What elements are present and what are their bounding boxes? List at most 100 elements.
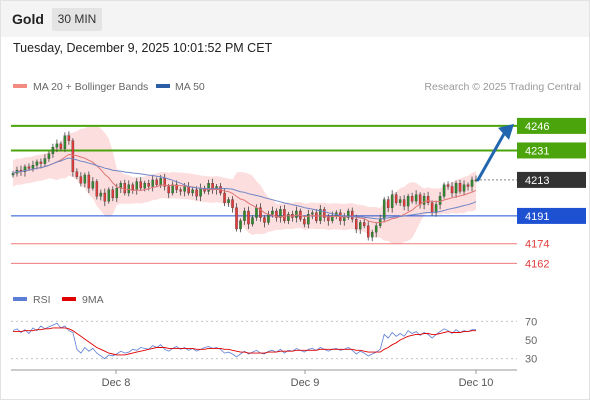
candle-body (231, 199, 234, 208)
ma50-line (12, 157, 477, 220)
candle (63, 132, 67, 153)
candle-body (287, 214, 290, 221)
candle (358, 220, 362, 234)
x-tick-label: Dec 9 (291, 377, 320, 389)
candle (323, 206, 326, 222)
candle (191, 187, 194, 197)
interval-button[interactable]: 30 MIN (52, 8, 102, 31)
candle (231, 196, 234, 213)
candle-body (79, 176, 83, 184)
candle (195, 186, 198, 201)
candle-body (295, 210, 298, 218)
candle-body (311, 212, 314, 215)
level-badge-4213 (517, 171, 586, 188)
candle-body (43, 158, 47, 164)
candle-body (394, 194, 398, 203)
candle-body (207, 183, 210, 192)
candle-body (446, 184, 450, 187)
candle (55, 139, 59, 153)
candle (203, 185, 206, 194)
candle-body (374, 225, 378, 233)
candle (31, 160, 35, 172)
rsi-line (12, 322, 476, 360)
candle-body (71, 140, 75, 172)
candle-body (458, 183, 462, 192)
x-tick-label: Dec 10 (459, 377, 494, 389)
candle-body (343, 217, 346, 221)
candle-body (131, 184, 134, 190)
candle-body (382, 199, 386, 220)
candle-body (251, 217, 254, 225)
candle (103, 188, 107, 207)
candle-body (115, 187, 119, 199)
bollinger-band-area (13, 125, 476, 245)
candle-body (470, 179, 474, 187)
rsi-pane: 70 50 30 (11, 316, 537, 366)
candle-body (135, 181, 138, 190)
candle-body (163, 178, 166, 187)
candle-body (27, 166, 31, 169)
candle (462, 180, 466, 195)
candle (370, 229, 374, 242)
candle (139, 177, 142, 191)
candle (307, 209, 310, 229)
candle (131, 182, 134, 194)
level-label-4231: 4231 (525, 145, 549, 157)
x-axis: Dec 8 Dec 9 Dec 10 (11, 369, 517, 389)
candle-body (235, 207, 238, 230)
level-labels: 4246 4231 4213 4191 4174 4162 (517, 117, 586, 270)
candle (390, 190, 394, 213)
candle-body (191, 189, 194, 194)
candle (163, 173, 166, 191)
forecast-arrow (476, 123, 514, 182)
candle-body (386, 199, 390, 208)
candle-body (351, 210, 354, 220)
candle (366, 221, 370, 241)
candle-body (303, 219, 306, 225)
candle (422, 192, 426, 210)
instrument-title: Gold (12, 11, 44, 27)
candle-body (47, 153, 51, 159)
candle (91, 177, 95, 191)
candle-body (247, 210, 250, 225)
candle (450, 182, 454, 198)
candle (259, 203, 262, 222)
timestamp: Tuesday, December 9, 2025 10:01:52 PM CE… (13, 41, 273, 55)
candle (279, 205, 282, 223)
candle (247, 206, 250, 229)
candle-body (183, 186, 186, 192)
candle (59, 141, 63, 152)
ma50-legend-label: MA 50 (175, 81, 205, 93)
moving-averages (12, 153, 477, 224)
candle-body (83, 174, 87, 184)
candle-body (267, 214, 270, 223)
candle (398, 196, 402, 207)
candle-body (95, 181, 99, 197)
candle-body (59, 143, 63, 149)
candle-body (271, 210, 274, 215)
candle-body (283, 209, 286, 221)
candle-body (347, 210, 350, 218)
candle (446, 181, 450, 190)
candle-body (123, 183, 127, 194)
level-badge-4191 (517, 207, 586, 224)
candle-body (147, 183, 150, 187)
rsi-legend-swatch (13, 297, 27, 301)
candle-body (454, 183, 458, 194)
candle-body (358, 222, 362, 230)
candle-body (426, 196, 430, 203)
candle (442, 182, 446, 199)
candle-body (155, 179, 158, 185)
candle (35, 159, 39, 170)
rsi-scale-label-30: 30 (525, 354, 537, 366)
candle (410, 192, 414, 204)
candle (319, 204, 322, 225)
candle-body (243, 210, 246, 221)
level-label-4191: 4191 (525, 211, 549, 223)
candle-body (355, 219, 358, 230)
candle (434, 201, 438, 217)
candle (470, 176, 474, 192)
candle (275, 208, 278, 222)
rsi-scale-label-50: 50 (525, 335, 537, 347)
